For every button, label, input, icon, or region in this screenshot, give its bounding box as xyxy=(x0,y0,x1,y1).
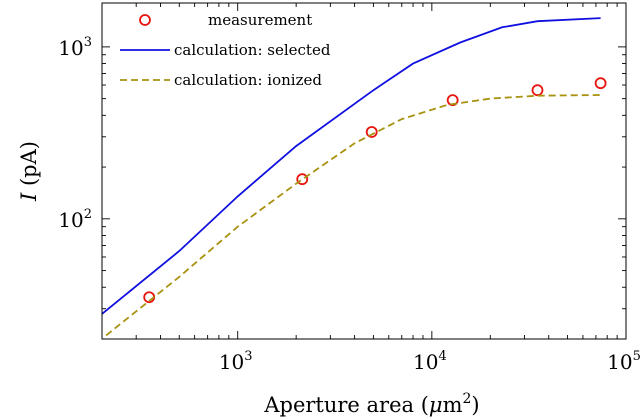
ionized-calculation-line xyxy=(105,94,601,337)
legend: measurement calculation: selected calculat… xyxy=(120,11,331,89)
y-axis-label: I (pA) xyxy=(17,141,41,202)
measurement-point xyxy=(531,84,544,97)
legend-marker xyxy=(139,14,151,26)
legend-entry: calculation: ionized xyxy=(120,71,322,89)
y-tick-label: 103 xyxy=(58,35,92,60)
x-tick-label: 105 xyxy=(607,349,641,374)
y-tick-label: 102 xyxy=(58,207,92,232)
legend-entry: measurement xyxy=(139,11,312,29)
legend-label: calculation: ionized xyxy=(174,71,322,89)
legend-label: calculation: selected xyxy=(174,41,331,59)
legend-entry: calculation: selected xyxy=(120,41,331,59)
x-axis-label: Aperture area (μm2) xyxy=(263,391,479,417)
plot-frame xyxy=(101,2,627,340)
axes: 103 104 105 102 103 xyxy=(58,2,641,374)
legend-label: measurement xyxy=(208,11,312,29)
series-layer xyxy=(102,17,607,337)
measurement-point xyxy=(446,94,459,107)
measurement-point xyxy=(594,77,607,90)
x-tick-label: 104 xyxy=(413,349,447,374)
selected-calculation-line xyxy=(102,17,601,315)
measurement-point xyxy=(365,126,378,138)
measurement-point xyxy=(296,173,309,186)
x-tick-label: 103 xyxy=(219,349,253,374)
